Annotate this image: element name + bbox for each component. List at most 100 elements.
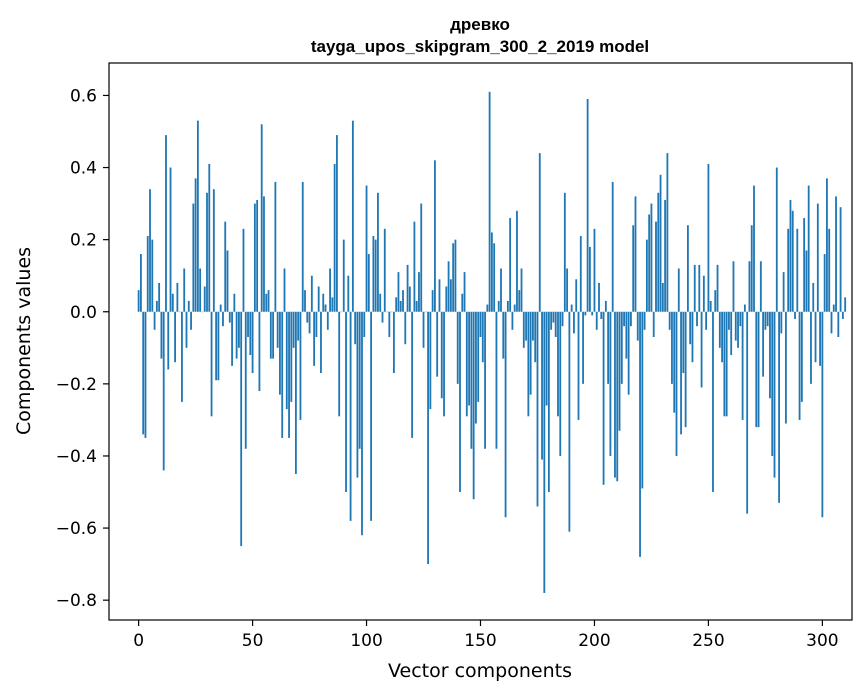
bar-181 xyxy=(550,311,553,330)
bar-2 xyxy=(142,311,145,435)
bar-40 xyxy=(228,311,231,323)
bar-41 xyxy=(231,311,233,366)
bar-21 xyxy=(185,311,188,348)
bar-193 xyxy=(577,311,580,420)
bar-142 xyxy=(461,293,464,312)
bar-206 xyxy=(607,311,610,384)
bar-168 xyxy=(520,268,523,312)
bar-175 xyxy=(536,311,539,507)
bar-278 xyxy=(771,311,774,456)
bar-32 xyxy=(210,311,213,417)
bar-283 xyxy=(782,272,785,312)
bar-302 xyxy=(826,178,828,312)
bar-307 xyxy=(837,311,840,337)
bar-248 xyxy=(702,275,705,312)
bar-240 xyxy=(684,311,687,428)
bar-147 xyxy=(472,311,475,500)
bar-75 xyxy=(308,311,311,334)
bar-301 xyxy=(823,254,826,312)
bar-150 xyxy=(479,311,482,337)
bar-31 xyxy=(208,163,211,312)
bar-157 xyxy=(495,311,498,449)
bar-272 xyxy=(757,311,760,428)
y-tick-label: 0.2 xyxy=(70,231,97,251)
bar-198 xyxy=(588,246,591,312)
bar-95 xyxy=(354,311,357,345)
bar-80 xyxy=(320,311,322,374)
bar-241 xyxy=(686,225,689,312)
bar-177 xyxy=(541,311,543,460)
bar-256 xyxy=(721,311,723,363)
bar-292 xyxy=(803,218,806,312)
bar-123 xyxy=(418,272,420,312)
bar-201 xyxy=(595,311,598,330)
bar-228 xyxy=(657,192,660,312)
bar-176 xyxy=(538,153,541,312)
bar-1 xyxy=(140,254,142,312)
bar-36 xyxy=(219,304,222,312)
bar-92 xyxy=(347,275,350,312)
bar-104 xyxy=(374,239,377,312)
bar-276 xyxy=(766,311,769,327)
bar-166 xyxy=(516,210,518,312)
bar-268 xyxy=(748,261,751,312)
plot-frame xyxy=(108,62,853,621)
bar-90 xyxy=(342,239,345,312)
bar-180 xyxy=(547,311,550,493)
bar-14 xyxy=(169,167,172,312)
bar-260 xyxy=(730,311,733,356)
bar-152 xyxy=(484,311,486,449)
bar-252 xyxy=(712,311,714,493)
bar-130 xyxy=(434,160,436,312)
bar-251 xyxy=(709,300,712,312)
bar-210 xyxy=(616,311,619,482)
bar-146 xyxy=(470,311,473,449)
y-tick-label: 0.0 xyxy=(70,303,97,323)
bar-294 xyxy=(807,185,810,312)
bar-250 xyxy=(707,163,710,312)
bar-287 xyxy=(791,210,794,312)
bar-267 xyxy=(746,311,749,514)
bar-4 xyxy=(146,236,149,312)
bar-91 xyxy=(345,311,347,493)
bar-125 xyxy=(422,311,425,348)
bar-62 xyxy=(279,311,281,395)
bar-296 xyxy=(812,282,815,312)
bar-38 xyxy=(224,221,227,312)
y-tick-label: −0.8 xyxy=(56,591,97,611)
bar-7 xyxy=(153,311,156,330)
y-tick-label: 0.4 xyxy=(70,159,97,179)
bar-293 xyxy=(805,250,808,312)
bar-16 xyxy=(174,311,176,363)
bar-23 xyxy=(190,311,192,330)
bar-249 xyxy=(705,311,708,330)
bar-15 xyxy=(171,293,174,312)
chart-subtitle: tayga_upos_skipgram_300_2_2019 model xyxy=(311,37,649,56)
bar-297 xyxy=(814,311,817,363)
bar-5 xyxy=(149,189,151,312)
bar-34 xyxy=(215,311,218,381)
bar-161 xyxy=(504,311,507,518)
bar-262 xyxy=(734,311,737,341)
bar-12 xyxy=(165,135,167,312)
bar-182 xyxy=(552,311,555,323)
bar-298 xyxy=(816,203,819,312)
bar-227 xyxy=(655,221,657,312)
bar-216 xyxy=(630,311,632,327)
bar-43 xyxy=(235,311,238,359)
bar-49 xyxy=(249,311,252,356)
bar-143 xyxy=(463,272,466,312)
bar-204 xyxy=(602,311,605,485)
bar-229 xyxy=(659,174,662,312)
bar-96 xyxy=(356,311,359,478)
bar-303 xyxy=(828,228,831,312)
bar-9 xyxy=(158,282,161,312)
bar-237 xyxy=(677,268,680,312)
bar-68 xyxy=(292,311,295,348)
bar-83 xyxy=(326,311,329,330)
bar-138 xyxy=(452,243,455,312)
bar-141 xyxy=(459,311,461,493)
bar-140 xyxy=(456,311,459,384)
bar-242 xyxy=(689,311,692,345)
bar-148 xyxy=(475,311,477,424)
